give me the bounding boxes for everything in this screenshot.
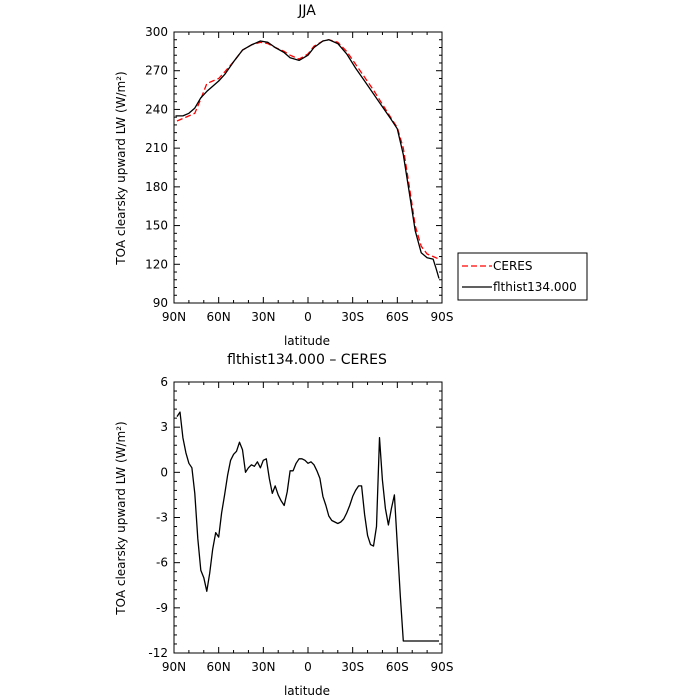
bottom-ytick-label: -9: [156, 601, 168, 615]
legend: CERES flthist134.000: [457, 252, 588, 301]
bottom-axis-ticks: 90N 60N 30N 0 30S 60S 90S 6 3 0 -3 -6 -9 -12: [148, 375, 453, 674]
top-series-line-0: [176, 39, 440, 260]
top-panel: JJA TOA clearsky upward LW (W/m²) latitu…: [114, 3, 453, 348]
bottom-xtick-label: 90S: [431, 660, 454, 674]
bottom-panel: flthist134.000 – CERES TOA clearsky upwa…: [114, 352, 453, 698]
top-xtick-label: 90S: [431, 310, 454, 324]
bottom-ytick-label: -6: [156, 556, 168, 570]
top-xtick-label: 60N: [207, 310, 231, 324]
top-ytick-label: 240: [145, 102, 168, 116]
bottom-chart-ylabel: TOA clearsky upward LW (W/m²): [114, 421, 128, 615]
top-chart-xlabel: latitude: [284, 334, 330, 348]
bottom-ytick-label: 0: [160, 465, 168, 479]
bottom-xtick-label: 90N: [162, 660, 186, 674]
legend-label-flthist: flthist134.000: [493, 280, 577, 294]
bottom-chart-title: flthist134.000 – CERES: [227, 352, 387, 368]
top-ytick-label: 300: [145, 25, 168, 39]
top-plot-frame: [173, 31, 443, 304]
top-series-line-1: [175, 39, 440, 279]
top-ytick-label: 120: [145, 257, 168, 271]
top-ytick-label: 180: [145, 180, 168, 194]
bottom-ytick-label: -12: [148, 646, 168, 660]
bottom-chart-xlabel: latitude: [284, 684, 330, 698]
top-xtick-label: 0: [304, 310, 312, 324]
legend-box: [457, 252, 588, 301]
bottom-xtick-label: 30S: [341, 660, 364, 674]
bottom-ytick-label: -3: [156, 511, 168, 525]
bottom-xtick-label: 60S: [386, 660, 409, 674]
bottom-ytick-label: 6: [160, 375, 168, 389]
top-series-group: [175, 39, 440, 279]
bottom-series-group: [176, 411, 439, 642]
bottom-plot-frame: [173, 381, 443, 654]
top-chart-title: JJA: [297, 3, 316, 19]
bottom-ytick-label: 3: [160, 420, 168, 434]
top-ytick-label: 210: [145, 141, 168, 155]
top-ytick-label: 90: [153, 296, 168, 310]
top-xtick-label: 90N: [162, 310, 186, 324]
bottom-xtick-label: 0: [304, 660, 312, 674]
top-ytick-label: 270: [145, 64, 168, 78]
bottom-series-line-0: [176, 411, 439, 642]
legend-label-ceres: CERES: [493, 259, 533, 273]
top-ytick-label: 150: [145, 219, 168, 233]
bottom-xtick-label: 60N: [207, 660, 231, 674]
top-xtick-label: 30N: [251, 310, 275, 324]
top-xtick-label: 30S: [341, 310, 364, 324]
bottom-xtick-label: 30N: [251, 660, 275, 674]
top-xtick-label: 60S: [386, 310, 409, 324]
top-axis-ticks: 90N 60N 30N 0 30S 60S 90S 90 120 150 180 210 240 270 3…: [145, 25, 453, 324]
top-chart-ylabel: TOA clearsky upward LW (W/m²): [114, 71, 128, 265]
